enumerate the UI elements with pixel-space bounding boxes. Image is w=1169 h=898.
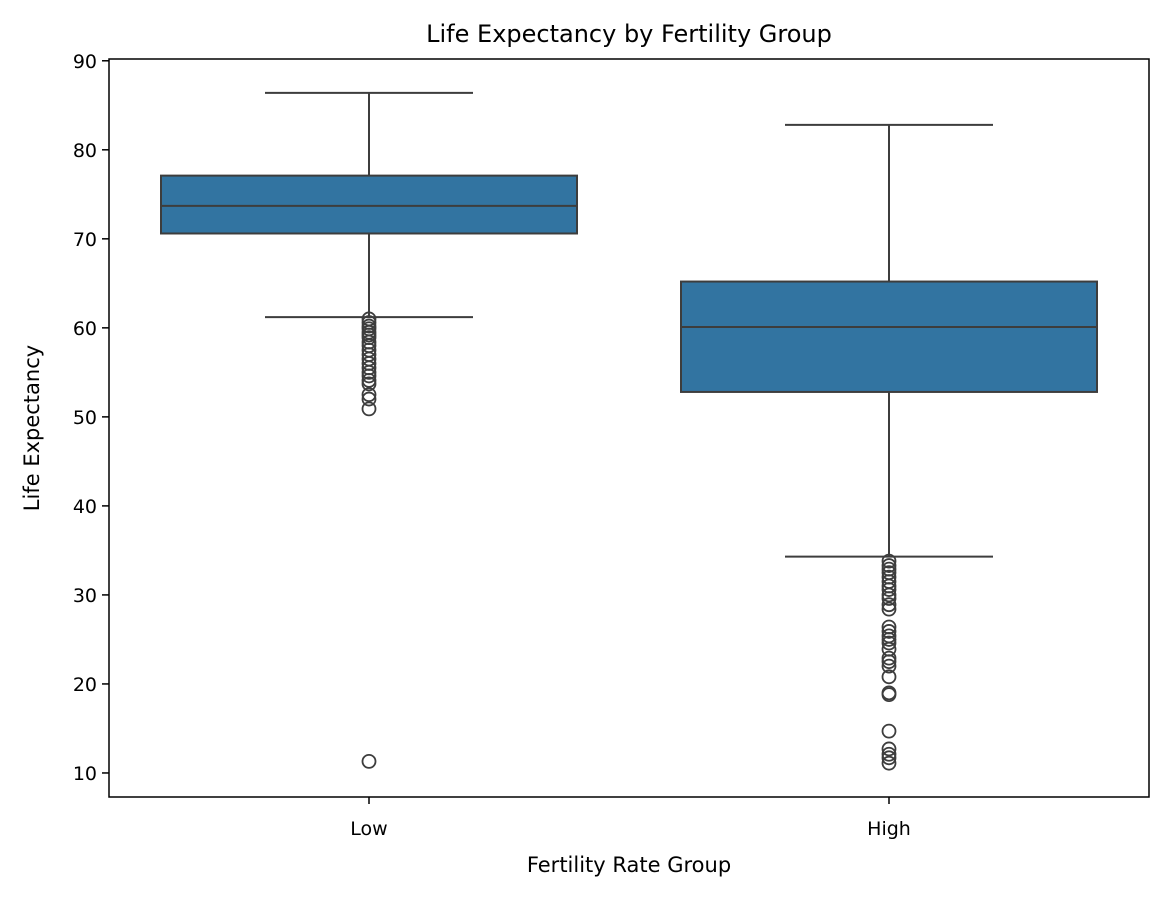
- y-tick-label: 40: [73, 496, 97, 518]
- outlier-point: [881, 601, 897, 617]
- outlier-point: [881, 597, 897, 613]
- outlier-point: [361, 387, 377, 403]
- y-axis-title: Life Expectancy: [20, 345, 44, 511]
- y-tick-label: 80: [73, 140, 97, 162]
- outlier-point: [881, 587, 897, 603]
- plot-background: [109, 59, 1149, 797]
- plot-frame: [108, 58, 1150, 798]
- outlier-point: [881, 746, 897, 762]
- y-axis: 10 20 30 40 50 60 70 80 90: [73, 51, 109, 785]
- outlier-point: [881, 632, 897, 647]
- outlier-point: [361, 391, 377, 407]
- outlier-point: [361, 372, 377, 388]
- y-tick-label: 60: [73, 318, 97, 340]
- y-tick-label: 50: [73, 407, 97, 429]
- y-tick-label: 20: [73, 674, 97, 696]
- outlier-point: [361, 401, 377, 417]
- outlier-point: [881, 658, 897, 674]
- outlier-point: [881, 650, 897, 666]
- x-tick-label: Low: [350, 818, 387, 840]
- y-tick-label: 90: [73, 51, 97, 73]
- iqr-box: [160, 174, 578, 235]
- outlier-point: [881, 723, 897, 739]
- outlier-point: [361, 364, 377, 380]
- y-tick-label: 30: [73, 585, 97, 607]
- outlier-point: [881, 558, 897, 573]
- boxplot-marks: [160, 91, 1098, 771]
- outlier-point: [881, 635, 897, 651]
- outlier-point: [881, 591, 897, 606]
- outlier-point: [361, 376, 377, 392]
- iqr-box: [680, 280, 1098, 393]
- x-tick-label: High: [867, 818, 911, 840]
- y-tick-label: 10: [73, 763, 97, 785]
- outlier-point: [881, 755, 897, 771]
- outlier-point: [881, 582, 897, 597]
- y-tick-label: 70: [73, 229, 97, 251]
- chart-title: Life Expectancy by Fertility Group: [426, 20, 832, 48]
- outlier-point: [881, 669, 897, 685]
- outlier-point: [881, 624, 897, 639]
- outlier-point: [881, 654, 897, 670]
- outlier-point: [881, 553, 897, 569]
- box-group-low: [160, 91, 578, 769]
- outlier-point: [881, 750, 897, 766]
- outlier-point: [881, 687, 897, 703]
- outlier-point: [361, 368, 377, 384]
- x-axis-title: Fertility Rate Group: [527, 853, 731, 877]
- outlier-point: [361, 753, 377, 769]
- outlier-point: [881, 741, 897, 757]
- x-axis: Low High: [350, 797, 911, 840]
- box-group-high: [680, 123, 1098, 771]
